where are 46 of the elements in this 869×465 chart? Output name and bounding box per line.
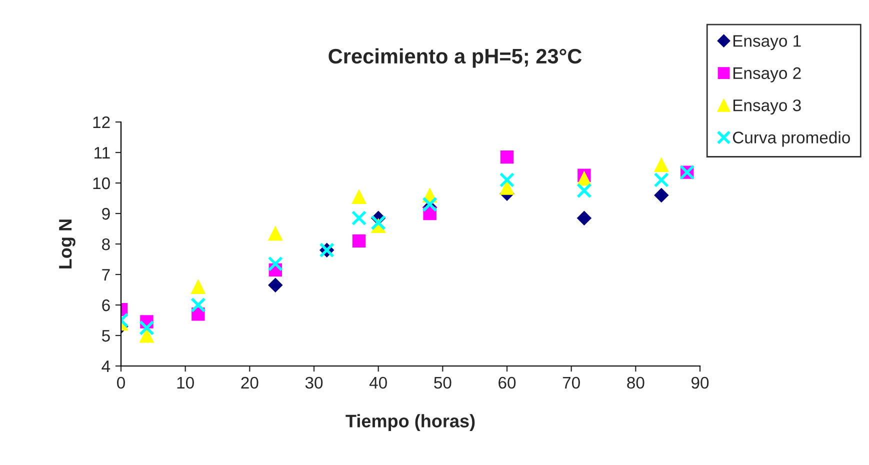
- point: [422, 196, 438, 212]
- point: [654, 188, 669, 202]
- y-tick-label: 9: [102, 208, 110, 220]
- x-tick-label: 50: [434, 376, 452, 389]
- legend-label: Ensayo 2: [733, 67, 801, 82]
- point: [190, 279, 206, 294]
- x-tick-label: 60: [498, 376, 516, 389]
- y-tick-label: 10: [93, 177, 110, 190]
- y-tick-label: 7: [102, 269, 110, 281]
- x-tick-label: 0: [117, 376, 125, 389]
- point: [190, 297, 206, 313]
- point: [139, 320, 154, 336]
- x-tick-label: 10: [177, 376, 194, 389]
- point: [654, 172, 670, 188]
- chart-title: Crecimiento a pH=5; 23°C: [328, 48, 582, 68]
- y-tick-label: 8: [102, 238, 110, 250]
- x-tick-label: 40: [369, 376, 387, 389]
- point: [499, 172, 515, 188]
- x-tick-label: 70: [562, 376, 580, 389]
- y-tick-label: 6: [102, 299, 110, 312]
- point: [268, 278, 283, 292]
- legend-label: Ensayo 3: [733, 99, 801, 115]
- point: [351, 210, 367, 226]
- point: [654, 157, 669, 172]
- point: [500, 180, 514, 195]
- x-tick-label: 90: [692, 376, 709, 389]
- point: [500, 150, 514, 164]
- y-tick-label: 4: [102, 360, 110, 372]
- x-tick-label: 80: [627, 376, 644, 389]
- x-tick-label: 20: [241, 376, 258, 389]
- y-tick-label: 11: [94, 147, 110, 159]
- point: [576, 210, 592, 226]
- point: [352, 234, 366, 248]
- point: [268, 226, 283, 241]
- legend-label: Ensayo 1: [733, 35, 801, 50]
- point: [352, 189, 366, 204]
- legend-label: Curva promedio: [732, 131, 850, 147]
- y-tick-label: 5: [102, 330, 110, 342]
- y-axis-title: Log N: [59, 220, 76, 268]
- x-tick-label: 30: [305, 376, 323, 389]
- point: [268, 256, 284, 272]
- point: [139, 328, 154, 343]
- x-axis-title: Tiempo (horas): [346, 414, 475, 432]
- point: [370, 215, 386, 230]
- point: [576, 182, 592, 198]
- y-tick-label: 12: [93, 116, 110, 128]
